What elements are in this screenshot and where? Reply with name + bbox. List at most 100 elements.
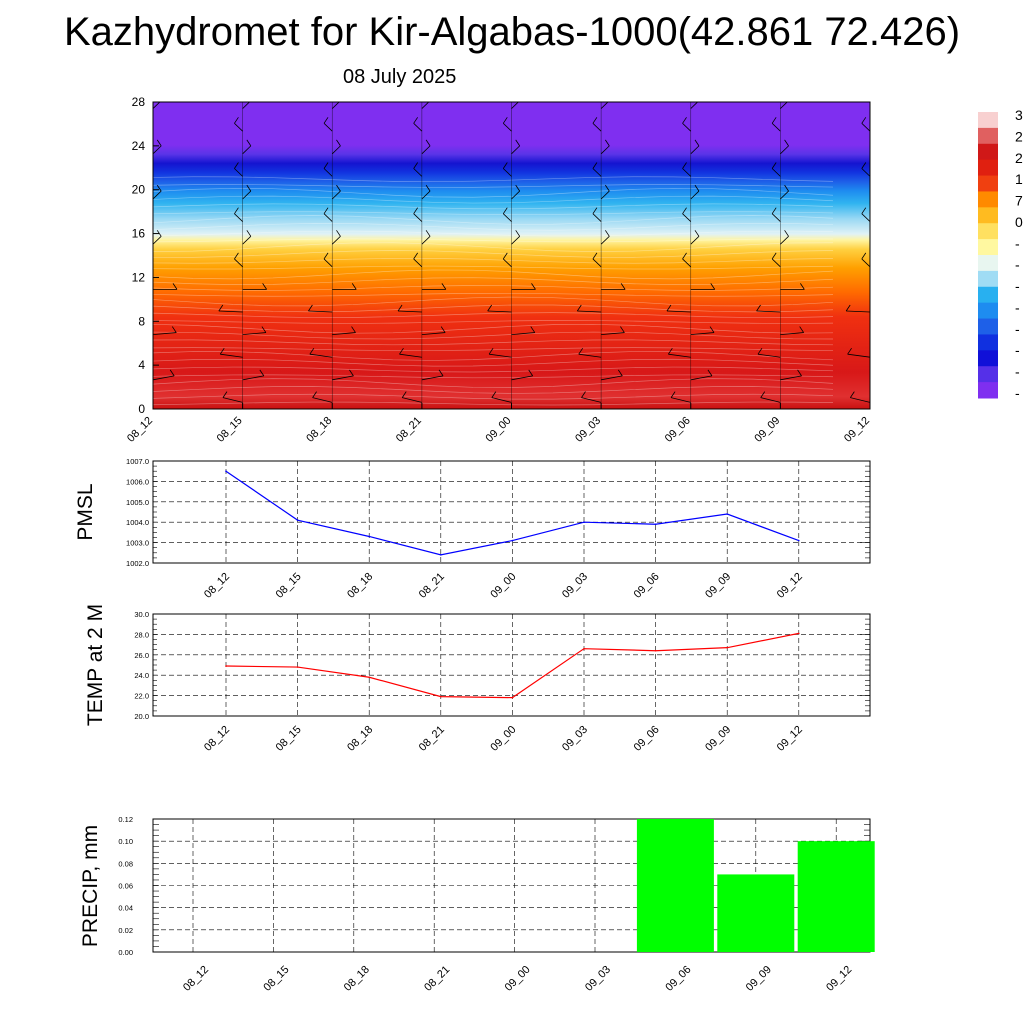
wind-barb (503, 168, 512, 177)
wind-barb (308, 310, 333, 313)
y-tick-label: 16 (132, 227, 146, 241)
x-tick-label: 08_21 (417, 571, 447, 601)
wind-barb-feather (502, 162, 508, 169)
wind-barb-feather (528, 369, 534, 377)
wind-barb-feather (323, 207, 329, 214)
colorbar-label: - (1015, 235, 1020, 251)
wind-barb-feather (605, 95, 609, 101)
x-tick-label: 09_06 (632, 724, 662, 754)
wind-barb (771, 213, 781, 222)
x-tick-label: 08_18 (345, 571, 375, 601)
wind-barb (489, 353, 512, 358)
wind-barb-feather (760, 391, 766, 398)
contour-line (153, 378, 834, 388)
wind-barb-feather (425, 230, 431, 237)
temperature-cross-section-panel: 0 4 8 12 16 20 24 28 08_12 08_15 08_18 08_21 09_00 09… (125, 95, 878, 445)
wind-barb-feather (129, 305, 133, 311)
temp-ylabel: TEMP at 2 M (84, 604, 107, 726)
wind-barb (220, 353, 243, 358)
wind-barb-feather (219, 347, 225, 355)
wind-barb-feather (156, 184, 162, 192)
x-tick-label: 09_12 (775, 724, 805, 754)
wind-barb (682, 213, 692, 222)
wind-barb (600, 236, 610, 245)
wind-barb-feather (874, 95, 878, 101)
wind-barb (398, 310, 422, 313)
y-tick-label: 4 (138, 358, 145, 372)
wind-barb (234, 213, 243, 222)
wind-barb-feather (694, 184, 700, 192)
wind-barb-feather (222, 391, 228, 398)
y-tick-label: 0.12 (118, 815, 133, 824)
wind-barb (682, 168, 692, 177)
wind-barb-feather (592, 252, 598, 260)
x-tick-label: 08_12 (181, 964, 211, 994)
colorbar-label: - (1015, 321, 1020, 337)
wind-barb-feather (592, 117, 598, 124)
wind-barb-feather (784, 230, 789, 237)
wind-barb-feather (874, 230, 878, 236)
wind-barb (332, 375, 354, 381)
colorbar-label: 2 (1015, 128, 1023, 144)
colorbar-segment (978, 302, 998, 320)
y-tick-label: 28.0 (134, 630, 149, 639)
data-point (583, 647, 585, 650)
wind-barb (491, 397, 512, 403)
wind-barb-feather (312, 391, 317, 398)
wind-barb-feather (695, 95, 699, 101)
wind-barb (153, 130, 154, 132)
wind-barb-feather (874, 185, 878, 191)
precip-bar (636, 819, 714, 952)
precip-ylabel: PRECIP, mm (79, 825, 102, 947)
x-tick-label: 08_12 (202, 724, 232, 754)
wind-barb-feather (620, 283, 626, 290)
contour-line (153, 269, 834, 280)
chart-subtitle: 08 July 2025 (343, 66, 457, 88)
x-tick-label: 09_09 (744, 964, 774, 994)
wind-barb (331, 236, 341, 245)
precip-bar (797, 841, 875, 952)
wind-barb (234, 258, 243, 268)
data-point (440, 695, 442, 698)
wind-barb (413, 213, 423, 222)
wind-barb-feather (309, 347, 315, 355)
wind-barb-feather (413, 162, 418, 169)
wind-barb (511, 145, 520, 155)
wind-barb-feather (771, 162, 777, 169)
wind-barb (780, 145, 789, 155)
wind-barb (309, 353, 333, 358)
colorbar-segment (978, 223, 998, 240)
wind-barb (153, 190, 162, 200)
data-point (296, 519, 299, 521)
wind-barb (234, 123, 243, 132)
wind-barb (670, 397, 691, 403)
wind-barb-feather (605, 184, 610, 192)
x-tick-label: 09_03 (560, 724, 590, 754)
wind-barb (234, 168, 243, 177)
wind-barb (218, 310, 243, 313)
contour-line (153, 211, 834, 216)
wind-barb-feather (800, 283, 805, 290)
contour-line (153, 347, 834, 351)
wind-barb (592, 123, 602, 132)
wind-barb-feather (682, 117, 687, 124)
wind-barb-feather (530, 326, 536, 333)
colorbar-segment (978, 143, 998, 161)
wind-barb (869, 243, 870, 245)
wind-barb-feather (397, 304, 403, 312)
colorbar-label: 3 (1015, 107, 1023, 123)
wind-barb (869, 153, 870, 154)
wind-barb (402, 397, 422, 403)
contour-line (153, 312, 834, 318)
wind-barb-feather (133, 392, 137, 398)
wind-barb (601, 332, 625, 336)
wind-barb-feather (605, 139, 610, 147)
contour-line (153, 215, 834, 225)
wind-barb-feather (694, 139, 700, 147)
x-tick-label: 09_12 (842, 415, 872, 445)
contour-line (153, 401, 834, 406)
wind-barb-feather (784, 139, 789, 147)
contour-line (153, 351, 834, 361)
wind-barb (846, 310, 870, 313)
wind-barb-feather (261, 326, 267, 333)
